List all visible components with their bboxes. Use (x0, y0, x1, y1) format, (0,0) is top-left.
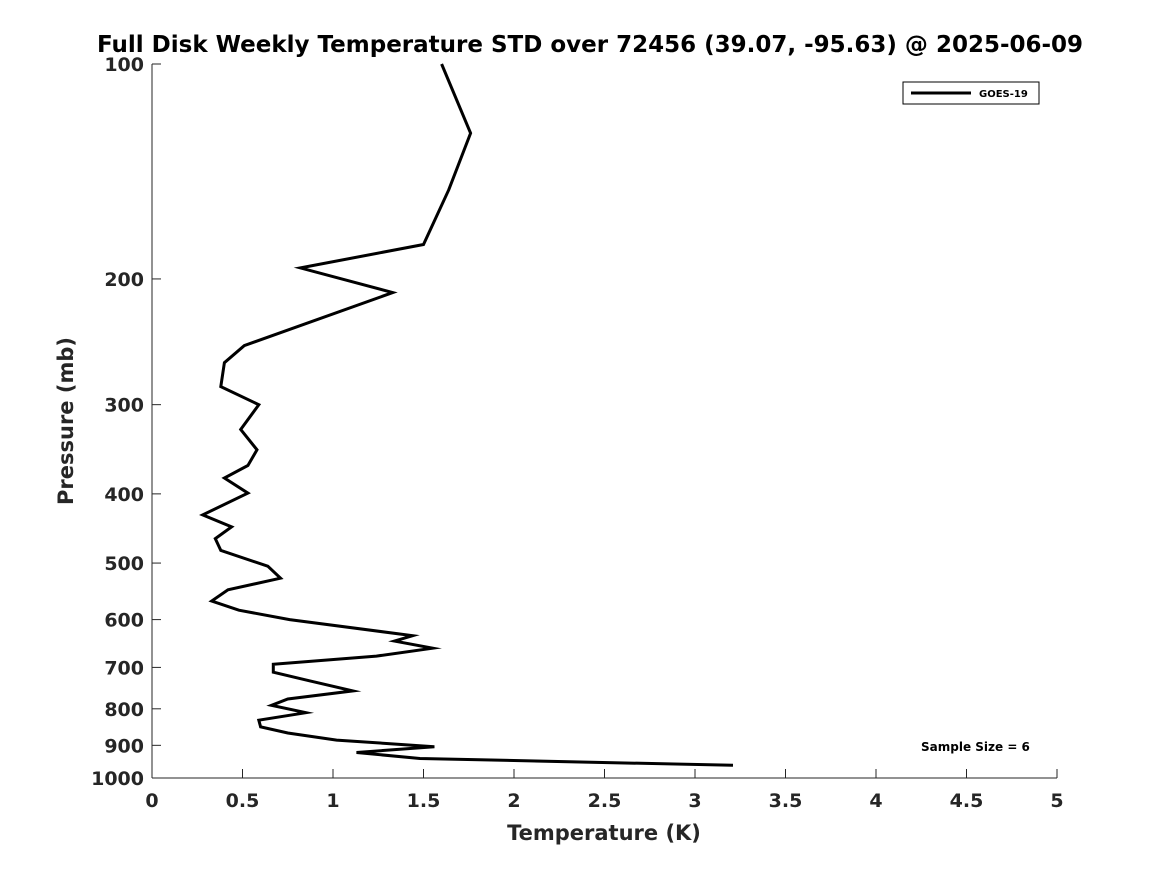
x-tick-label: 5 (1050, 790, 1063, 812)
y-tick-label: 800 (104, 699, 144, 721)
x-tick-label: 2 (507, 790, 520, 812)
y-tick-label: 400 (104, 484, 144, 506)
y-tick-label: 1000 (91, 768, 144, 790)
y-tick-label: 900 (104, 735, 144, 757)
x-axis-ticks: 0 0.5 1 1.5 2 2.5 3 3.5 4 4.5 5 (145, 769, 1063, 812)
y-tick-label: 600 (104, 610, 144, 632)
y-tick-label: 300 (104, 395, 144, 417)
x-tick-label: 0 (145, 790, 158, 812)
x-tick-label: 3 (688, 790, 701, 812)
sample-size-annotation: Sample Size = 6 (921, 740, 1030, 754)
x-tick-label: 2.5 (588, 790, 622, 812)
y-axis-ticks: 100 200 300 400 500 600 700 800 900 1000 (91, 54, 161, 790)
x-tick-label: 4 (869, 790, 882, 812)
series-line-goes-19 (203, 64, 733, 765)
x-tick-label: 1 (326, 790, 339, 812)
y-tick-label: 100 (104, 54, 144, 76)
y-tick-label: 200 (104, 269, 144, 291)
chart-title: Full Disk Weekly Temperature STD over 72… (97, 32, 1083, 58)
series-layer (203, 64, 733, 765)
y-tick-label: 700 (104, 657, 144, 679)
x-tick-label: 1.5 (407, 790, 441, 812)
plot-area (152, 64, 1057, 778)
y-tick-label: 500 (104, 553, 144, 575)
x-axis-label: Temperature (K) (507, 821, 701, 845)
legend: GOES-19 (903, 82, 1039, 104)
x-tick-label: 0.5 (226, 790, 260, 812)
x-tick-label: 4.5 (950, 790, 984, 812)
x-tick-label: 3.5 (769, 790, 803, 812)
legend-label: GOES-19 (979, 89, 1028, 100)
y-axis-label: Pressure (mb) (54, 337, 78, 505)
